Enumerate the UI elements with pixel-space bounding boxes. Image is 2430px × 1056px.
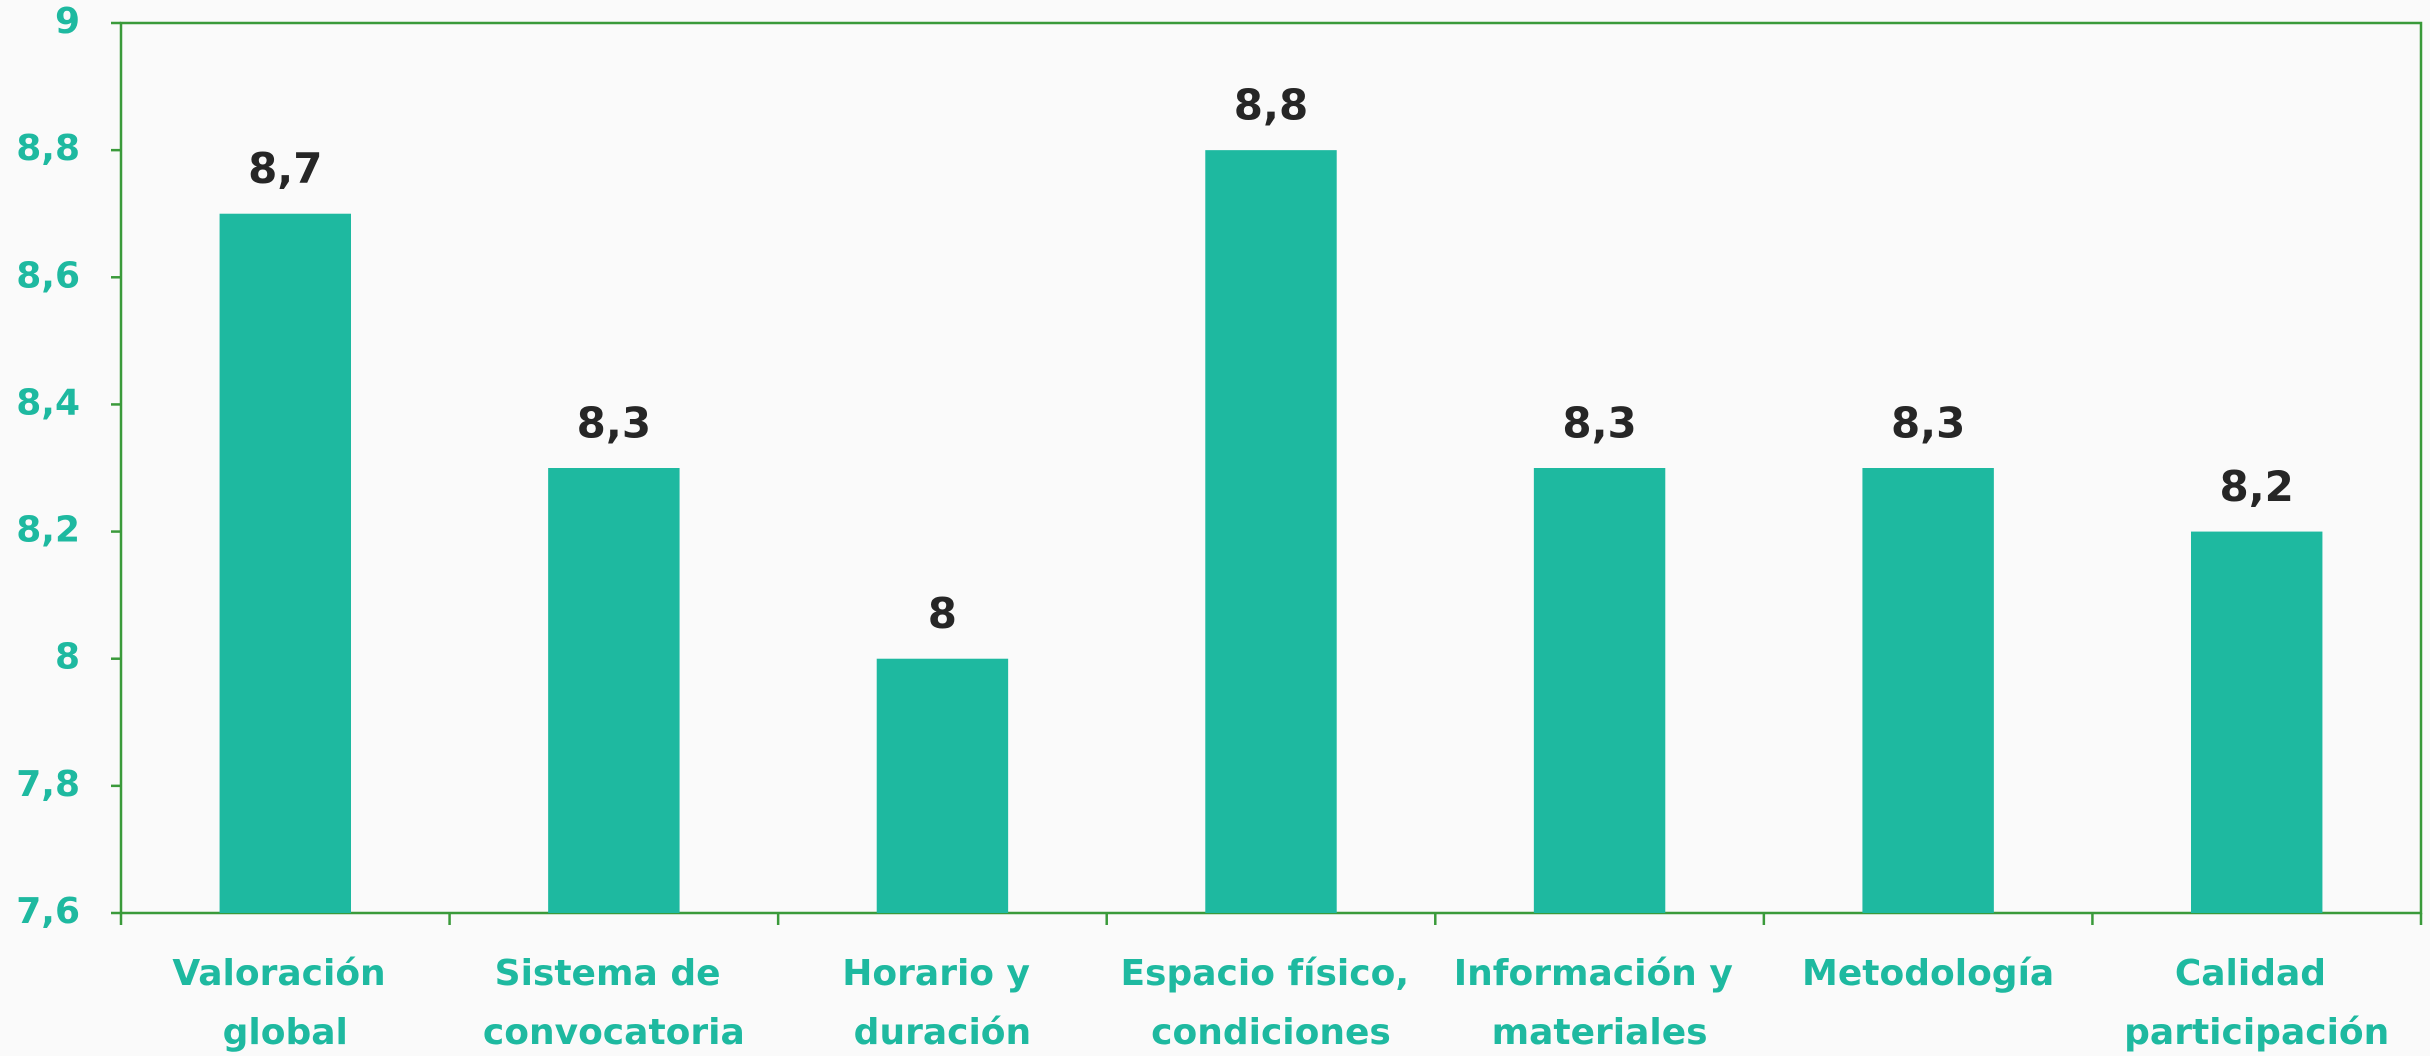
- value-label: 8,3: [577, 399, 651, 448]
- bar: [1533, 468, 1666, 913]
- y-tick-label: 7,6: [16, 891, 80, 932]
- x-tick-label: Calidad participación: [2124, 953, 2389, 1053]
- y-tick-label: 9: [55, 1, 80, 42]
- x-tick-label: Metodología: [1802, 953, 2054, 994]
- x-tick-line: materiales: [1492, 1012, 1708, 1053]
- bar: [2191, 531, 2323, 913]
- y-tick-label: 8,6: [16, 255, 80, 296]
- value-label: 8: [928, 589, 957, 638]
- x-tick-label: Información y materiales: [1454, 953, 1746, 1053]
- x-tick-label: Espacio físico, condiciones: [1120, 953, 1421, 1053]
- y-tick-label: 8,2: [16, 510, 80, 551]
- value-label: 8,2: [2220, 462, 2294, 511]
- x-tick-line: duración: [854, 1012, 1032, 1053]
- value-label: 8,8: [1234, 81, 1308, 130]
- y-tick-label: 7,8: [16, 764, 80, 805]
- x-tick-line: Espacio físico,: [1120, 953, 1421, 994]
- x-tick-label: Valoración global: [172, 953, 398, 1053]
- x-tick-label: Sistema de convocatoria: [483, 953, 745, 1053]
- x-tick-line: Calidad: [2175, 953, 2339, 994]
- bar: [548, 468, 680, 913]
- value-label: 8,7: [248, 144, 322, 193]
- x-tick-line: Información y: [1454, 953, 1746, 994]
- bar: [219, 213, 351, 913]
- x-tick-line: condiciones: [1151, 1012, 1391, 1053]
- bar: [876, 658, 1009, 913]
- x-tick-line: participación: [2124, 1012, 2389, 1053]
- x-tick-line: Sistema de: [495, 953, 733, 994]
- x-tick-line: Valoración: [172, 953, 398, 994]
- bar: [1862, 468, 1994, 913]
- y-tick-label: 8,4: [16, 382, 80, 423]
- bar: [1205, 150, 1337, 914]
- x-tick-line: Horario y: [842, 953, 1042, 994]
- y-tick-label: 8,8: [16, 128, 80, 169]
- x-tick-label: Horario y duración: [842, 953, 1042, 1053]
- value-label: 8,3: [1562, 399, 1636, 448]
- x-tick-line: global: [223, 1012, 348, 1053]
- value-label: 8,3: [1891, 399, 1965, 448]
- y-tick-label: 8: [55, 637, 80, 678]
- x-tick-line: convocatoria: [483, 1012, 745, 1053]
